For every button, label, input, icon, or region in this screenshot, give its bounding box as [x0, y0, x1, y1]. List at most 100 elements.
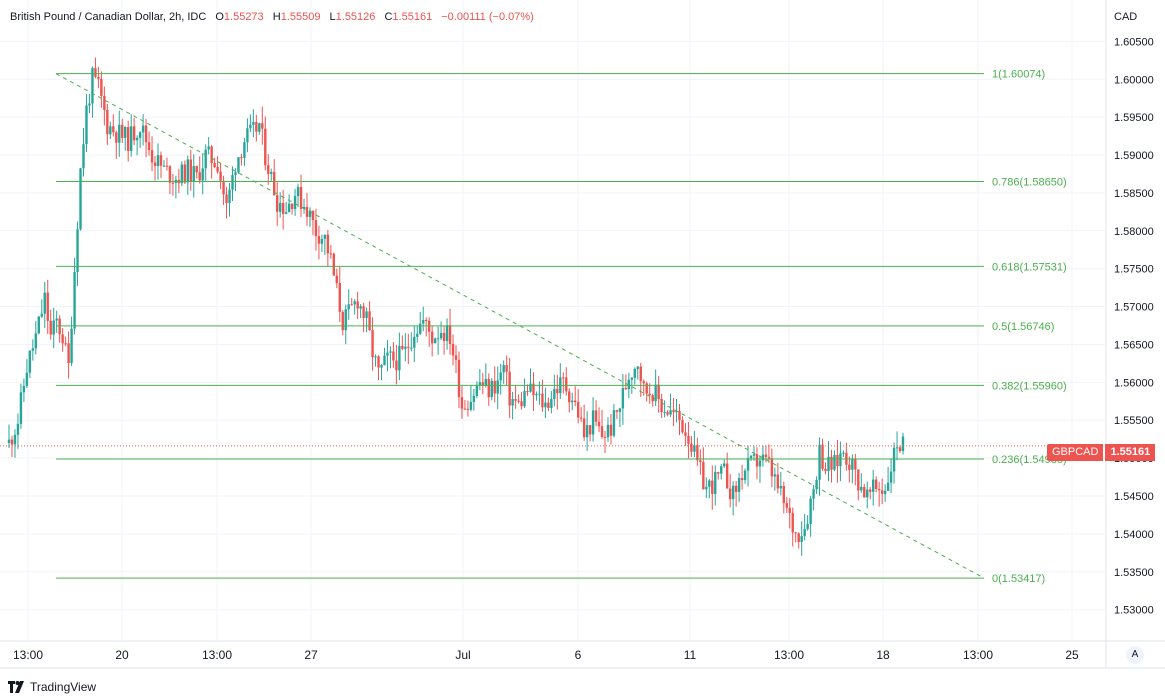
candle-body [740, 478, 744, 481]
candle-body [651, 395, 654, 402]
candle-body [794, 532, 797, 534]
candle-body [696, 445, 699, 461]
candle-body [109, 126, 112, 135]
candle-body [198, 172, 201, 181]
candle-body [547, 402, 550, 409]
candle-body [591, 410, 595, 435]
candle-body [636, 366, 639, 369]
candle-body [106, 110, 109, 135]
candle-body [481, 382, 485, 386]
candle-body [159, 155, 163, 166]
x-tick-label: 20 [115, 648, 129, 662]
fib-level-label: 0.618(1.57531) [992, 261, 1067, 273]
currency-label: CAD [1114, 11, 1138, 23]
candle-body [141, 125, 145, 133]
candle-body [127, 127, 130, 151]
candle-body [571, 400, 574, 403]
candle-body [88, 103, 91, 106]
candle-body [150, 150, 154, 163]
candle-body [219, 171, 222, 181]
candle-body [210, 146, 213, 163]
candle-body [872, 479, 875, 492]
candle-body [767, 456, 771, 459]
candle-body [284, 212, 288, 214]
tradingview-logo[interactable]: TradingView [8, 680, 96, 694]
candle-body [734, 485, 738, 492]
candle-body [195, 166, 198, 173]
low-label: L [329, 11, 336, 23]
candle-body [889, 471, 893, 483]
candle-body [478, 382, 482, 385]
candle-body [609, 424, 613, 436]
candle-body [234, 172, 237, 175]
candle-body [669, 410, 672, 415]
candle-body [508, 371, 511, 406]
candle-body [97, 76, 100, 79]
candle-body [505, 365, 508, 372]
candle-body [475, 384, 479, 396]
candle-body [877, 488, 881, 491]
candle-body [603, 437, 607, 439]
candle-body [568, 391, 571, 403]
candle-body [842, 452, 845, 454]
candle-body [490, 380, 493, 398]
candle-body [624, 388, 628, 390]
candle-body [776, 474, 780, 489]
candle-body [112, 126, 115, 133]
x-tick-label: 25 [1065, 648, 1079, 662]
candle-body [761, 454, 765, 461]
candle-body [433, 338, 437, 344]
candle-body [809, 498, 812, 524]
candle-body [833, 454, 836, 470]
candle-body [731, 485, 735, 500]
candle-body [585, 425, 589, 438]
candle-body [353, 301, 356, 305]
candle-body [61, 334, 64, 344]
candle-body [687, 435, 690, 444]
candle-body [28, 350, 32, 373]
candle-body [436, 338, 440, 340]
y-tick-label: 1.57000 [1114, 302, 1154, 314]
candle-body [386, 352, 389, 356]
candle-body [320, 238, 324, 244]
candle-body [737, 478, 741, 492]
candle-body [383, 355, 386, 366]
high-label: H [272, 11, 281, 23]
candle-body [857, 469, 860, 491]
candle-body [752, 454, 756, 456]
candle-body [594, 410, 598, 422]
auto-scale-button[interactable]: A [1126, 646, 1144, 664]
candle-body [642, 381, 645, 384]
candle-body [135, 137, 139, 141]
candle-body [395, 360, 398, 371]
candle-body [377, 356, 380, 368]
candle-body [597, 421, 601, 427]
candle-body [58, 318, 61, 335]
candle-body [526, 391, 529, 393]
tradingview-text: TradingView [30, 680, 97, 694]
candle-body [818, 444, 821, 480]
candle-body [19, 392, 23, 424]
candle-body [487, 378, 490, 398]
candle-body [502, 365, 505, 373]
candle-body [314, 220, 318, 237]
candle-body [827, 456, 830, 471]
candle-body [693, 445, 696, 452]
candle-body [237, 157, 240, 173]
candle-body [618, 408, 622, 412]
candle-body [758, 460, 762, 467]
low-value: 1.55126 [335, 11, 376, 23]
candle-body [168, 166, 172, 183]
candle-body [252, 121, 255, 125]
y-tick-label: 1.58500 [1114, 188, 1154, 200]
candle-body [246, 128, 249, 143]
candle-body [147, 142, 151, 151]
candle-body [824, 468, 827, 471]
candle-body [326, 234, 330, 254]
candle-body [121, 124, 124, 138]
candle-body [553, 388, 556, 400]
candle-body [690, 443, 693, 452]
close-label: C [384, 11, 393, 23]
candle-body [270, 171, 273, 174]
